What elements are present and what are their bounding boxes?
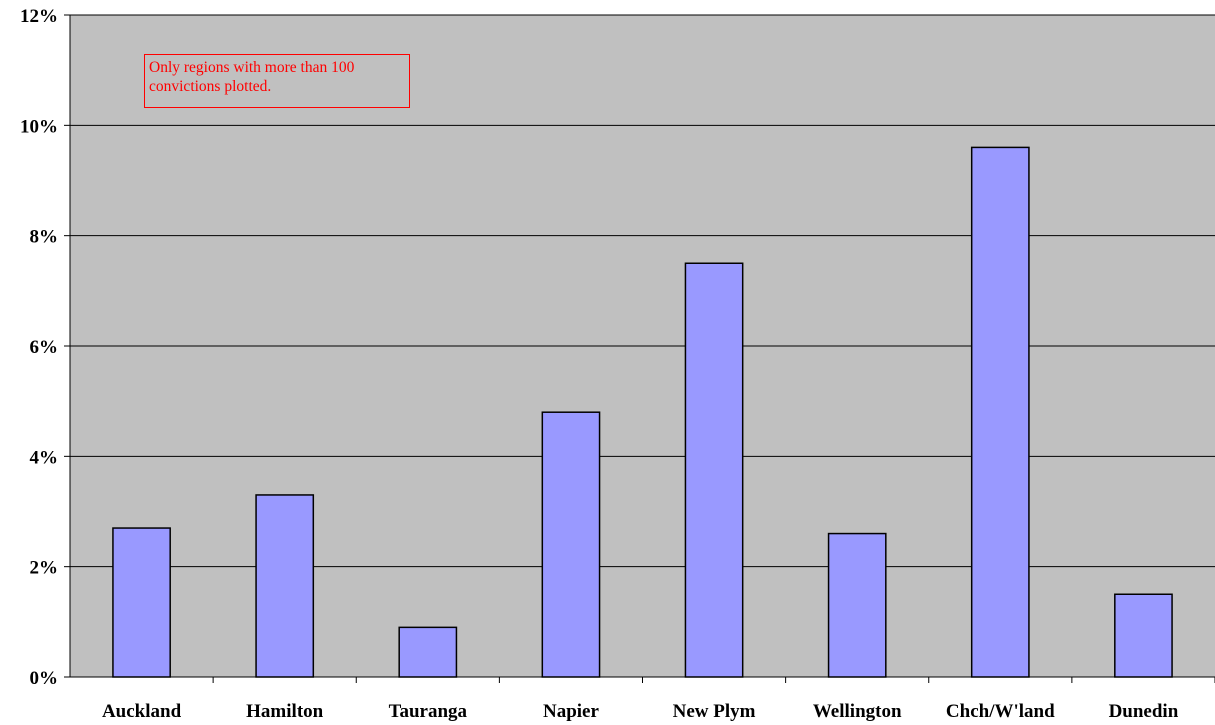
bars xyxy=(112,146,1173,678)
bar-tauranga xyxy=(398,626,458,678)
y-tick-label: 4% xyxy=(30,447,59,468)
bar-hamilton xyxy=(255,494,315,678)
y-tick-label: 10% xyxy=(20,116,58,137)
y-tick-label: 2% xyxy=(30,558,59,579)
bar-wellington xyxy=(827,532,887,678)
x-tick-label: Hamilton xyxy=(246,701,323,722)
y-tick-label: 8% xyxy=(30,227,59,248)
bar-auckland xyxy=(112,527,171,678)
bar-napier xyxy=(541,411,601,678)
x-tick-label: Wellington xyxy=(813,701,902,722)
x-tick-label: New Plym xyxy=(673,701,756,722)
axes xyxy=(64,15,1215,683)
bar-new-plym xyxy=(684,262,744,678)
y-tick-label: 0% xyxy=(30,668,59,689)
y-tick-labels: 0% 2% 4% 6% 8% 10% 12% xyxy=(20,6,58,689)
x-tick-label: Chch/W'land xyxy=(946,701,1055,722)
x-tick-label: Napier xyxy=(543,701,600,722)
x-tick-labels: Auckland Hamilton Tauranga Napier New Plym We… xyxy=(102,701,1179,722)
y-tick-label: 6% xyxy=(30,337,59,358)
annotation-note: Only regions with more than 100 convicti… xyxy=(144,54,410,108)
x-tick-label: Auckland xyxy=(102,701,182,722)
x-tick-label: Tauranga xyxy=(389,701,468,722)
x-tick-label: Dunedin xyxy=(1109,701,1179,722)
bar-chch-w-land xyxy=(970,146,1030,678)
y-tick-label: 12% xyxy=(20,6,58,27)
bar-dunedin xyxy=(1114,593,1173,678)
